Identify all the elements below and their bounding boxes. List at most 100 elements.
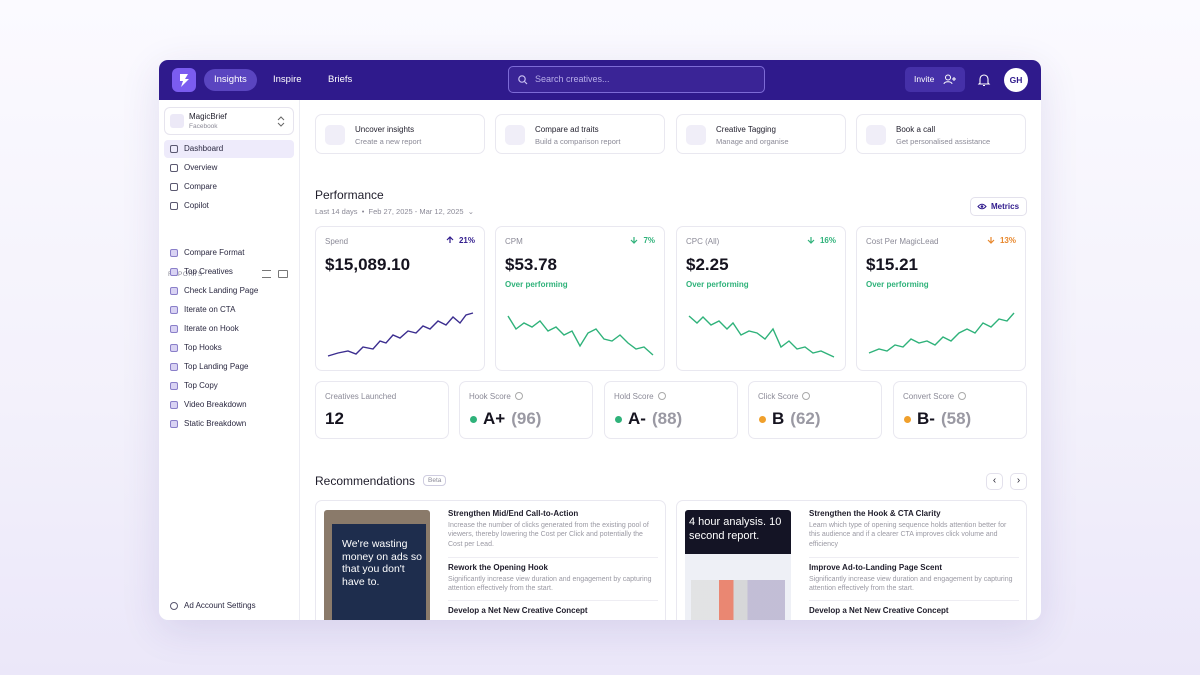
menu-label: Overview (184, 163, 218, 172)
recommendation-item[interactable]: Strengthen the Hook & CTA Clarity Learn w… (809, 509, 1019, 549)
score-label: Creatives Launched (325, 392, 397, 401)
change-value: 13% (999, 236, 1016, 245)
recommendation-description: Increase the number of clicks generated … (448, 522, 649, 548)
quick-action-icon (505, 125, 525, 145)
report-item[interactable]: Static Breakdown (164, 415, 294, 433)
metric-status: Over performing (505, 280, 568, 289)
menu-item[interactable]: Compare (164, 178, 294, 196)
beta-badge: Beta (423, 475, 447, 486)
notifications-icon[interactable] (977, 73, 991, 87)
sidebar: MagicBrief Facebook REPORTS Dashboard Ove… (159, 100, 300, 620)
report-icon (170, 306, 178, 314)
menu-item[interactable]: Copilot (164, 197, 294, 215)
recommendation-item[interactable]: Rework the Opening Hook Significantly inc… (448, 563, 658, 594)
next-button[interactable]: › (1010, 473, 1027, 490)
report-label: Iterate on CTA (184, 305, 236, 314)
avatar[interactable]: GH (1004, 68, 1028, 92)
report-item[interactable]: Video Breakdown (164, 396, 294, 414)
report-item[interactable]: Top Copy (164, 377, 294, 395)
recommendation-title: Develop a Net New Creative Concept (448, 606, 588, 615)
change-value: 21% (458, 236, 475, 245)
report-icon (170, 401, 178, 409)
report-item[interactable]: Iterate on CTA (164, 301, 294, 319)
ad-screenshot (691, 580, 785, 620)
report-icon (170, 344, 178, 352)
creative-thumbnail[interactable]: 4 hour analysis. 10 second report. (685, 510, 791, 620)
score-grade: A+ (483, 409, 506, 428)
menu-icon (170, 202, 178, 210)
metrics-button[interactable]: Metrics (970, 197, 1027, 216)
menu-label: Copilot (184, 201, 209, 210)
report-item[interactable]: Top Landing Page (164, 358, 294, 376)
ad-headline: We're wasting money on ads so that you d… (342, 538, 422, 588)
ad-headline: 4 hour analysis. 10 second report. (689, 516, 782, 542)
trend-arrow (446, 236, 454, 243)
sort-icon[interactable] (262, 270, 271, 278)
recommendation-item[interactable]: Develop a Net New Creative Concept (809, 606, 1019, 615)
menu-item[interactable]: Dashboard (164, 140, 294, 158)
nav-item[interactable]: Inspire (273, 74, 302, 85)
metric-change: 21% (446, 236, 475, 245)
eye-icon (977, 203, 987, 210)
quick-action[interactable]: Book a call Get personalised assistance (856, 114, 1026, 154)
info-icon (658, 392, 666, 400)
nav-item[interactable]: Insights (204, 69, 257, 91)
recommendation-card: 4 hour analysis. 10 second report. Streng… (676, 500, 1027, 620)
quick-action-title: Uncover insights (355, 125, 415, 134)
quick-action-icon (686, 125, 706, 145)
score-row: B (62) (759, 409, 821, 429)
account-switcher[interactable]: MagicBrief Facebook (164, 107, 294, 135)
logo[interactable] (172, 68, 196, 92)
metric-value: $2.25 (686, 255, 729, 274)
report-label: Check Landing Page (184, 286, 259, 295)
recommendation-description: Significantly increase view duration and… (809, 576, 1013, 593)
nav-item[interactable]: Briefs (328, 74, 353, 85)
report-item[interactable]: Iterate on Hook (164, 320, 294, 338)
invite-button[interactable]: Invite (905, 67, 965, 92)
divider (448, 557, 658, 558)
report-icon (170, 420, 178, 428)
recommendation-card: We're wasting money on ads so that you d… (315, 500, 666, 620)
report-item[interactable]: Compare Format (164, 244, 294, 262)
creative-thumbnail[interactable]: We're wasting money on ads so that you d… (324, 510, 430, 620)
quick-action[interactable]: Uncover insights Create a new report (315, 114, 485, 154)
info-icon (958, 392, 966, 400)
quick-action[interactable]: Creative Tagging Manage and organise (676, 114, 846, 154)
account-platform: Facebook (189, 123, 218, 130)
invite-label: Invite (914, 74, 935, 84)
settings-link[interactable]: Ad Account Settings (164, 597, 294, 615)
prev-button[interactable]: ‹ (986, 473, 1003, 490)
recommendations-title: Recommendations (315, 474, 416, 488)
score-dot (470, 416, 477, 424)
sparkline (327, 312, 474, 357)
report-item[interactable]: Check Landing Page (164, 282, 294, 300)
quick-action-subtitle: Build a comparison report (535, 137, 621, 146)
folder-icon[interactable] (278, 270, 288, 278)
menu-item[interactable]: Overview (164, 159, 294, 177)
menu-icon (170, 145, 178, 153)
report-item[interactable]: Top Creatives (164, 263, 294, 281)
performance-period: Last 14 days • Feb 27, 2025 - Mar 12, 20… (315, 207, 475, 216)
score-number: (96) (511, 409, 542, 428)
divider (448, 600, 658, 601)
menu-label: Dashboard (184, 144, 224, 153)
quick-action[interactable]: Compare ad traits Build a comparison repo… (495, 114, 665, 154)
search-box[interactable]: Search creatives... (508, 66, 765, 93)
score-dot (759, 416, 766, 424)
sparkline (688, 315, 835, 358)
recommendation-item[interactable]: Develop a Net New Creative Concept (448, 606, 658, 615)
metric-card: CPC (All) 16% $2.25 Over performing (676, 226, 846, 371)
recommendation-item[interactable]: Strengthen Mid/End Call-to-Action Increas… (448, 509, 658, 549)
score-grade: B- (917, 409, 935, 428)
metric-value: $15,089.10 (325, 255, 411, 274)
quick-action-icon (866, 125, 886, 145)
date-range[interactable]: Feb 27, 2025 - Mar 12, 2025 (368, 207, 464, 216)
recommendation-item[interactable]: Improve Ad-to-Landing Page Scent Signific… (809, 563, 1019, 594)
recommendation-description: Learn which type of opening sequence hol… (809, 522, 1007, 548)
score-grade: B (772, 409, 785, 428)
report-label: Compare Format (184, 248, 245, 257)
report-icon (170, 382, 178, 390)
info-icon (802, 392, 810, 400)
report-item[interactable]: Top Hooks (164, 339, 294, 357)
top-nav: Search creatives... Invite GH Insights In… (159, 60, 1041, 100)
